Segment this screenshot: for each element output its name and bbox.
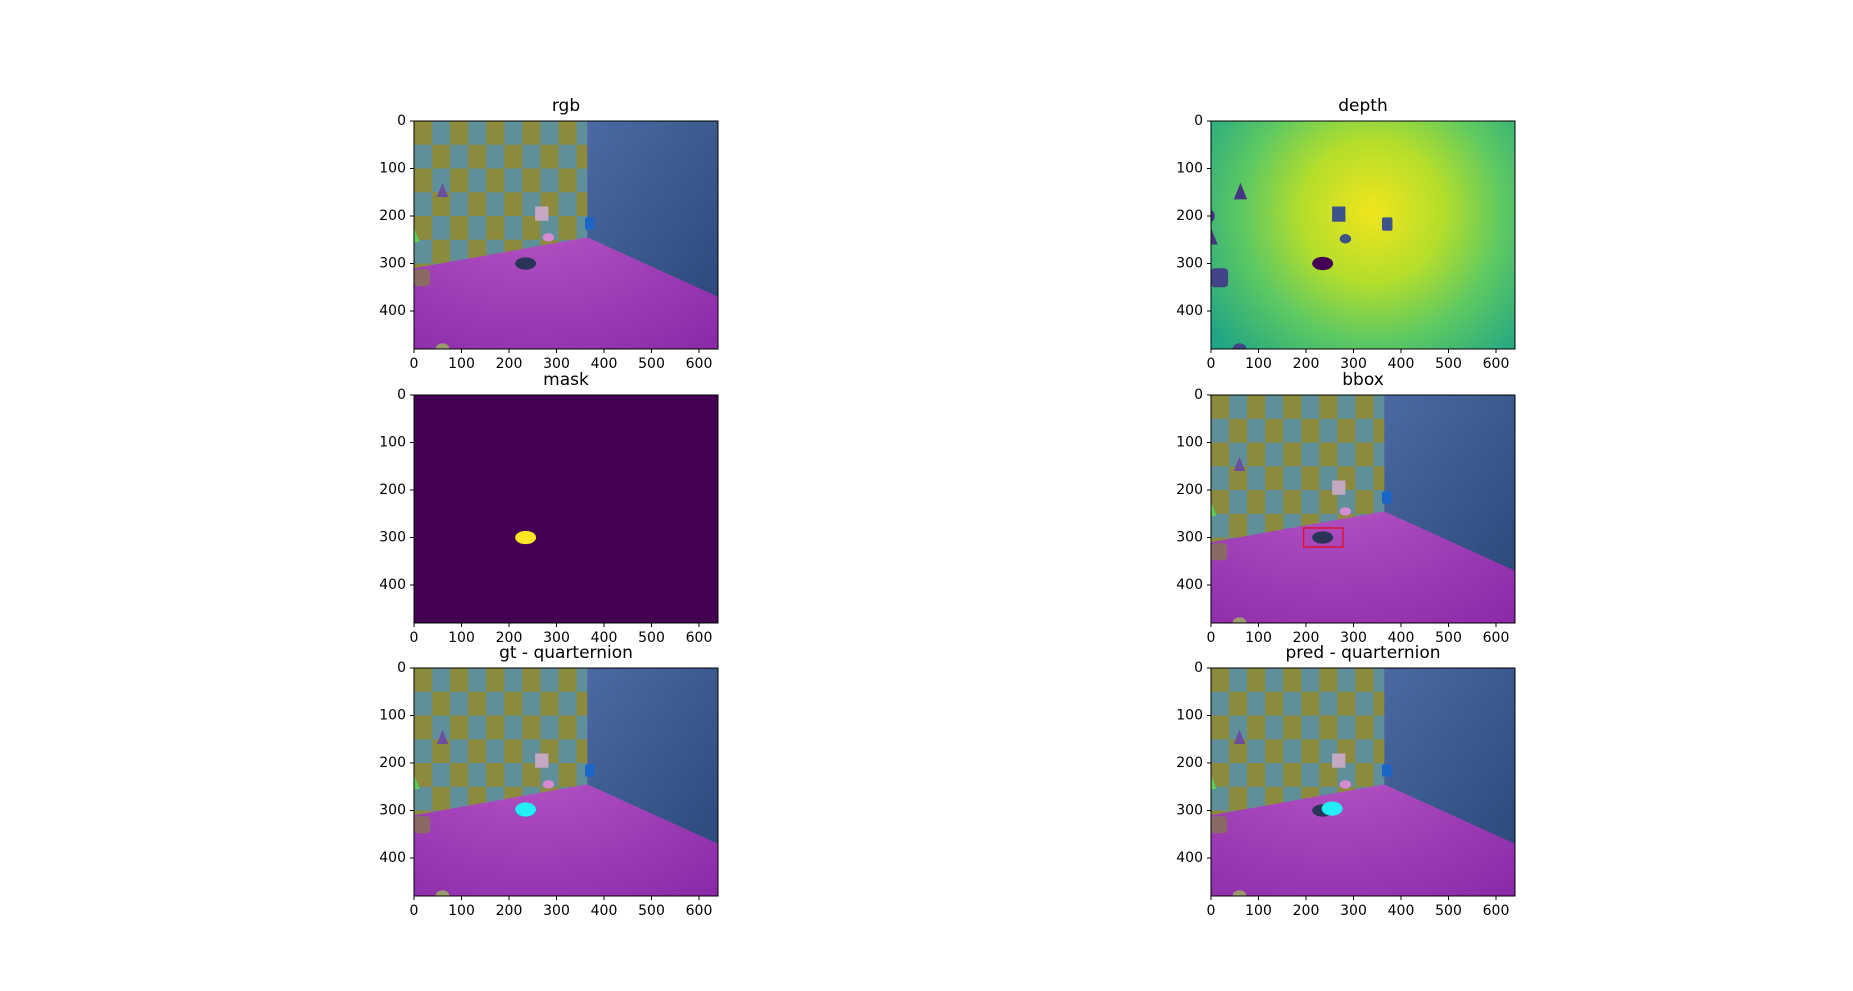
axes-frame bbox=[413, 120, 719, 350]
x-tick-label: 300 bbox=[543, 356, 570, 372]
y-tick-label: 300 bbox=[1176, 530, 1203, 546]
y-tick-label: 200 bbox=[1176, 755, 1203, 771]
x-tick-label: 0 bbox=[410, 903, 419, 919]
image bbox=[1211, 121, 1515, 349]
x-tick-label: 600 bbox=[686, 630, 713, 646]
y-tick-label: 200 bbox=[379, 755, 406, 771]
y-tick-label: 400 bbox=[379, 850, 406, 866]
x-tick-label: 500 bbox=[638, 630, 665, 646]
x-tick-label: 100 bbox=[1245, 903, 1272, 919]
x-tick-label: 500 bbox=[1435, 356, 1462, 372]
x-tick-label: 100 bbox=[1245, 356, 1272, 372]
x-tick-label: 200 bbox=[1293, 356, 1320, 372]
y-tick-label: 200 bbox=[1176, 208, 1203, 224]
panel-title: pred - quarternion bbox=[1285, 643, 1440, 663]
y-tick-label: 300 bbox=[379, 256, 406, 272]
x-tick-label: 100 bbox=[448, 630, 475, 646]
x-tick-label: 0 bbox=[410, 356, 419, 372]
axes-frame bbox=[413, 394, 719, 624]
panel-title: rgb bbox=[552, 96, 580, 116]
image bbox=[414, 121, 718, 349]
panel-title: bbox bbox=[1342, 370, 1384, 390]
y-tick-label: 0 bbox=[1194, 660, 1203, 676]
axes-frame bbox=[1210, 394, 1516, 624]
x-tick-label: 400 bbox=[591, 630, 618, 646]
y-tick-label: 0 bbox=[397, 660, 406, 676]
y-tick-label: 100 bbox=[1176, 161, 1203, 177]
x-tick-label: 300 bbox=[1340, 903, 1367, 919]
image bbox=[414, 668, 718, 896]
x-tick-label: 200 bbox=[496, 356, 523, 372]
x-tick-label: 500 bbox=[1435, 903, 1462, 919]
x-tick-label: 100 bbox=[448, 356, 475, 372]
x-tick-label: 500 bbox=[638, 903, 665, 919]
x-tick-label: 300 bbox=[543, 630, 570, 646]
y-tick-label: 400 bbox=[379, 577, 406, 593]
y-tick-label: 200 bbox=[379, 208, 406, 224]
panel-title: mask bbox=[543, 370, 589, 390]
y-tick-label: 0 bbox=[1194, 113, 1203, 129]
x-tick-label: 100 bbox=[1245, 630, 1272, 646]
y-tick-label: 100 bbox=[1176, 435, 1203, 451]
y-tick-label: 100 bbox=[1176, 708, 1203, 724]
x-tick-label: 200 bbox=[496, 903, 523, 919]
x-tick-label: 400 bbox=[1388, 903, 1415, 919]
axes-frame bbox=[1210, 120, 1516, 350]
y-tick-label: 300 bbox=[379, 530, 406, 546]
x-tick-label: 0 bbox=[410, 630, 419, 646]
x-tick-label: 600 bbox=[686, 356, 713, 372]
y-tick-label: 200 bbox=[1176, 482, 1203, 498]
y-tick-label: 300 bbox=[379, 803, 406, 819]
y-tick-label: 400 bbox=[1176, 577, 1203, 593]
x-tick-label: 0 bbox=[1207, 630, 1216, 646]
x-tick-label: 400 bbox=[1388, 630, 1415, 646]
y-tick-label: 100 bbox=[379, 708, 406, 724]
panel-title: depth bbox=[1338, 96, 1387, 116]
y-tick-label: 0 bbox=[1194, 387, 1203, 403]
y-tick-label: 200 bbox=[379, 482, 406, 498]
y-tick-label: 0 bbox=[397, 113, 406, 129]
x-tick-label: 100 bbox=[448, 903, 475, 919]
y-tick-label: 100 bbox=[379, 161, 406, 177]
x-tick-label: 300 bbox=[1340, 630, 1367, 646]
x-tick-label: 300 bbox=[543, 903, 570, 919]
x-tick-label: 600 bbox=[1483, 903, 1510, 919]
panel-title: gt - quarternion bbox=[499, 643, 633, 663]
y-tick-label: 400 bbox=[379, 303, 406, 319]
image bbox=[1211, 668, 1515, 896]
image bbox=[414, 395, 718, 623]
x-tick-label: 200 bbox=[496, 630, 523, 646]
x-tick-label: 200 bbox=[1293, 903, 1320, 919]
x-tick-label: 500 bbox=[638, 356, 665, 372]
x-tick-label: 200 bbox=[1293, 630, 1320, 646]
x-tick-label: 400 bbox=[591, 356, 618, 372]
x-tick-label: 0 bbox=[1207, 903, 1216, 919]
y-tick-label: 300 bbox=[1176, 256, 1203, 272]
axes-frame bbox=[1210, 667, 1516, 897]
x-tick-label: 400 bbox=[591, 903, 618, 919]
axes-frame bbox=[413, 667, 719, 897]
y-tick-label: 0 bbox=[397, 387, 406, 403]
y-tick-label: 300 bbox=[1176, 803, 1203, 819]
x-tick-label: 0 bbox=[1207, 356, 1216, 372]
x-tick-label: 300 bbox=[1340, 356, 1367, 372]
y-tick-label: 100 bbox=[379, 435, 406, 451]
x-tick-label: 600 bbox=[1483, 356, 1510, 372]
x-tick-label: 600 bbox=[1483, 630, 1510, 646]
x-tick-label: 500 bbox=[1435, 630, 1462, 646]
x-tick-label: 600 bbox=[686, 903, 713, 919]
y-tick-label: 400 bbox=[1176, 303, 1203, 319]
image bbox=[1211, 395, 1515, 623]
x-tick-label: 400 bbox=[1388, 356, 1415, 372]
y-tick-label: 400 bbox=[1176, 850, 1203, 866]
